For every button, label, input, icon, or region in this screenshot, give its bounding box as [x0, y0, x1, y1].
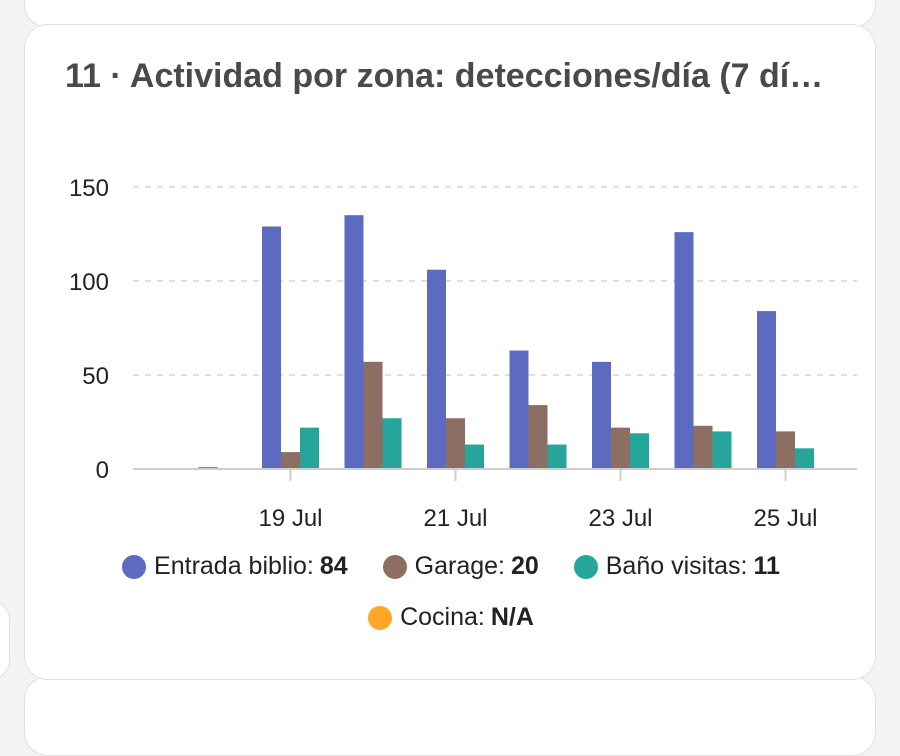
bar — [300, 427, 319, 469]
legend-dot-icon — [382, 554, 407, 579]
legend-item-cocina[interactable]: Cocina: N/A — [368, 603, 534, 632]
bar — [795, 448, 814, 469]
x-tick-label: 23 Jul — [588, 505, 652, 532]
activity-card: 11 · Actividad por zona: detecciones/día… — [24, 24, 876, 680]
x-tick-label: 19 Jul — [258, 505, 322, 532]
bar — [382, 418, 402, 469]
bar — [611, 427, 630, 469]
legend-label: Garage: — [414, 552, 505, 580]
y-tick-label: 100 — [69, 269, 109, 296]
bar-chart: 0 50 100 150 19 Jul 21 Jul 23 Jul 25 Jul — [69, 175, 857, 532]
bar — [528, 405, 548, 469]
legend-label: Cocina: — [400, 603, 485, 631]
legend-value: N/A — [490, 603, 534, 631]
bar — [363, 361, 383, 469]
legend-value: 84 — [319, 552, 348, 580]
bar — [757, 311, 776, 469]
y-tick-label: 150 — [69, 175, 109, 202]
legend-item-entrada-biblio[interactable]: Entrada biblio: 84 — [122, 552, 348, 581]
bar — [427, 269, 446, 469]
legend-value: 20 — [510, 552, 539, 580]
bar — [446, 418, 465, 469]
bar — [712, 431, 732, 469]
legend-dot-icon — [573, 554, 598, 579]
bar — [262, 226, 281, 469]
bar — [465, 444, 484, 469]
next-card — [24, 676, 876, 756]
legend-row-2: Cocina: N/A — [25, 603, 877, 637]
legend-dot-icon — [122, 554, 147, 579]
previous-card — [24, 0, 876, 28]
x-tick-label: 25 Jul — [753, 505, 817, 532]
bar — [630, 433, 649, 469]
legend-label: Entrada biblio: — [154, 552, 314, 580]
bar — [776, 431, 795, 469]
bar — [693, 425, 713, 469]
bar — [509, 350, 529, 469]
bar — [281, 452, 300, 469]
bar — [344, 215, 364, 469]
legend-row-1: Entrada biblio: 84 Garage: 20 Baño visit… — [25, 552, 877, 586]
legend-item-garage[interactable]: Garage: 20 — [382, 552, 539, 581]
legend-value: 11 — [753, 552, 780, 580]
x-tick-label: 21 Jul — [423, 505, 487, 532]
bar — [547, 444, 567, 469]
bar — [592, 361, 611, 469]
bar — [674, 232, 694, 469]
legend-dot-icon — [368, 605, 393, 630]
y-tick-label: 50 — [82, 363, 109, 390]
side-card — [0, 600, 10, 680]
legend-item-bano-visitas[interactable]: Baño visitas: 11 — [573, 552, 780, 581]
y-tick-label: 0 — [96, 457, 109, 484]
legend-label: Baño visitas: — [605, 552, 748, 580]
